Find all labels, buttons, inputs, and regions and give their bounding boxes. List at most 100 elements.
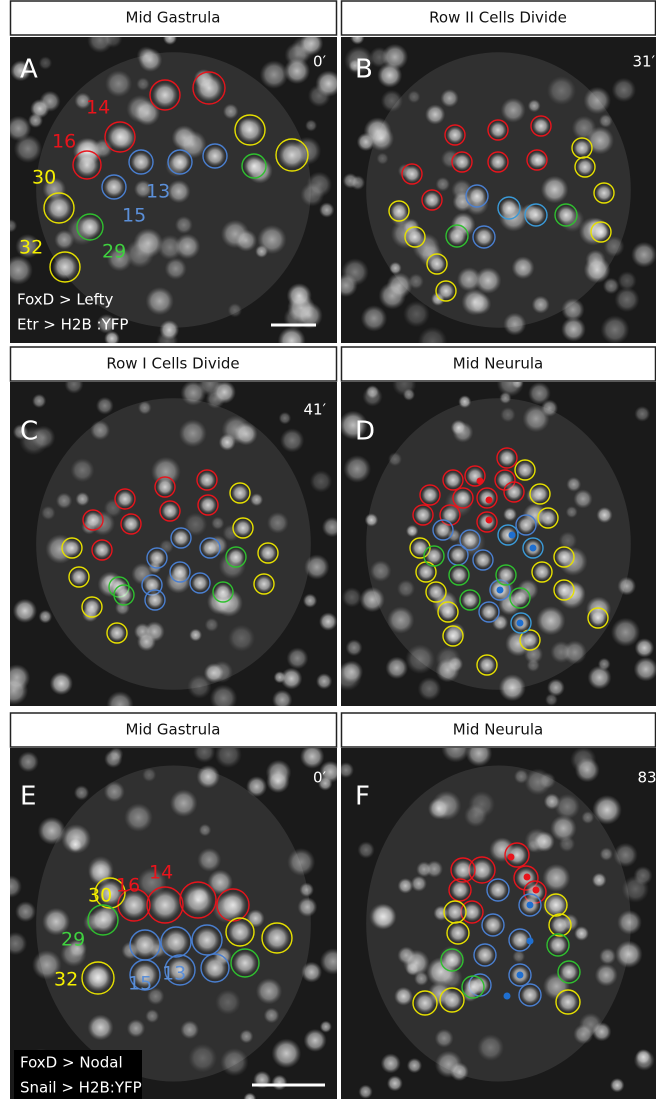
nucleus — [439, 966, 462, 989]
caption: FoxD > Lefty — [17, 291, 114, 309]
nucleus — [572, 116, 597, 141]
nucleus — [592, 873, 607, 888]
nucleus — [205, 146, 225, 166]
nucleus — [362, 386, 382, 406]
cell-dot — [477, 478, 484, 485]
nucleus — [133, 228, 163, 258]
nucleus — [464, 978, 483, 997]
cell-dot — [533, 887, 540, 894]
nucleus — [46, 195, 72, 221]
nucleus — [304, 1029, 327, 1052]
nucleus — [381, 1053, 401, 1073]
nucleus — [369, 126, 395, 152]
nucleus — [370, 560, 392, 582]
nucleus — [560, 963, 579, 982]
nucleus — [56, 493, 72, 509]
nucleus — [280, 428, 304, 452]
cell-dot — [527, 938, 534, 945]
nucleus — [257, 225, 286, 254]
nucleus — [590, 610, 607, 627]
nucleus — [369, 903, 396, 930]
nucleus — [425, 104, 445, 124]
nucleus — [575, 758, 600, 783]
nucleus — [451, 881, 470, 900]
nucleus — [180, 1020, 199, 1039]
nucleus — [556, 549, 573, 566]
nucleus — [319, 612, 337, 630]
nucleus — [592, 795, 622, 825]
nucleus — [338, 762, 354, 778]
nucleus — [188, 1044, 217, 1073]
nucleus — [499, 450, 516, 467]
nucleus — [534, 564, 551, 581]
cell-dot — [530, 545, 537, 552]
nucleus — [397, 580, 415, 598]
micrograph — [334, 30, 656, 356]
nucleus — [435, 1029, 454, 1048]
nucleus — [84, 964, 111, 991]
nucleus — [124, 803, 153, 832]
nucleus — [310, 470, 332, 492]
cell-label: 29 — [61, 929, 85, 951]
nucleus — [600, 847, 613, 860]
nucleus — [468, 187, 487, 206]
nucleus — [445, 472, 462, 489]
nucleus — [573, 1024, 593, 1044]
nucleus — [215, 584, 232, 601]
nucleus — [541, 176, 569, 204]
nucleus — [104, 177, 124, 197]
time-stamp: 31′ — [633, 53, 656, 71]
nucleus — [522, 405, 549, 432]
nucleus — [244, 156, 264, 176]
figure: Mid Gastrula Row II Cells Divide Row I C… — [0, 0, 656, 1099]
nucleus — [88, 1014, 114, 1040]
nucleus — [442, 990, 462, 1010]
nucleus — [316, 673, 332, 689]
time-stamp: 0′ — [313, 53, 327, 71]
nucleus — [528, 382, 551, 405]
nucleus — [71, 569, 88, 586]
nucleus — [210, 685, 238, 713]
cell-label: 30 — [88, 885, 112, 907]
nucleus — [550, 641, 572, 663]
nucleus — [109, 747, 123, 761]
nucleus — [172, 564, 189, 581]
nucleus — [517, 462, 534, 479]
nucleus — [90, 907, 116, 933]
nucleus — [235, 229, 257, 251]
nucleus — [436, 177, 451, 192]
nucleus — [260, 60, 289, 89]
micrograph — [333, 369, 656, 706]
time-stamp: 0′ — [313, 769, 327, 787]
nucleus — [219, 891, 246, 918]
nucleus — [435, 1051, 462, 1078]
nucleus — [54, 230, 74, 250]
nucleus — [394, 987, 413, 1006]
nucleus — [297, 897, 317, 917]
nucleus — [30, 99, 49, 118]
nucleus — [503, 313, 526, 336]
nucleus — [267, 512, 289, 534]
cell-label: 14 — [149, 862, 173, 884]
embryo-glow — [366, 398, 631, 690]
nucleus — [4, 219, 17, 232]
nucleus — [246, 776, 267, 797]
nucleus — [450, 547, 467, 564]
nucleus — [50, 672, 73, 695]
nucleus — [443, 951, 462, 970]
nucleus — [438, 283, 455, 300]
nucleus — [228, 303, 242, 317]
nucleus — [15, 901, 36, 922]
cell-label: 16 — [116, 875, 140, 897]
nucleus — [203, 956, 227, 980]
nucleus — [581, 811, 594, 824]
nucleus — [622, 875, 649, 902]
nucleus — [222, 415, 251, 444]
nucleus — [574, 140, 591, 157]
nucleus — [162, 503, 179, 520]
nucleus — [228, 549, 245, 566]
nucleus — [435, 522, 452, 539]
nucleus — [74, 785, 89, 800]
nucleus — [566, 477, 581, 492]
cell-dot — [486, 517, 493, 524]
